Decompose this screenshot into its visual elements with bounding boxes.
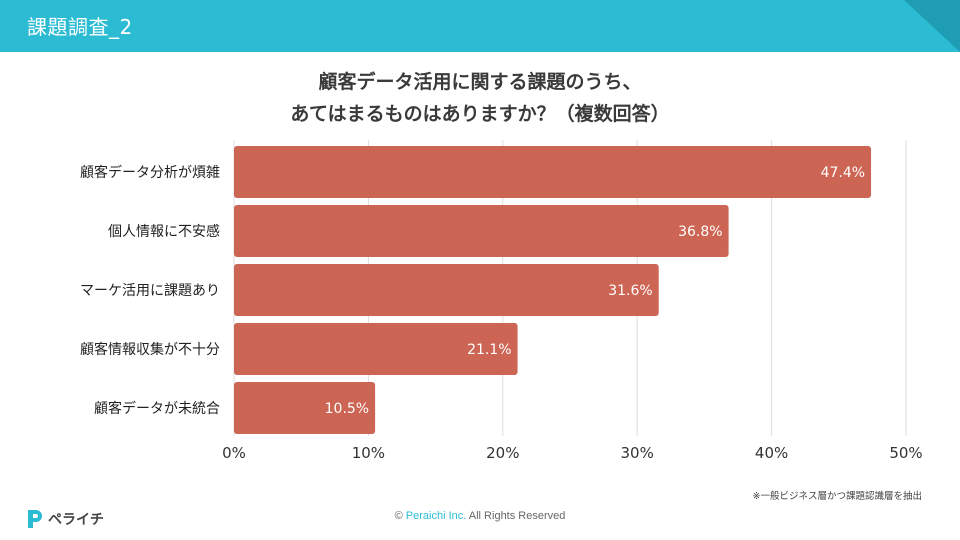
category-label: マーケ活用に課題あり bbox=[80, 283, 220, 299]
copyright-symbol: © bbox=[394, 510, 403, 522]
header-bar bbox=[0, 0, 960, 52]
header-accent bbox=[904, 0, 960, 52]
data-label: 47.4% bbox=[821, 165, 865, 181]
bar bbox=[234, 323, 518, 375]
category-label: 個人情報に不安感 bbox=[108, 223, 220, 240]
bar bbox=[234, 264, 659, 316]
x-tick-label: 10% bbox=[352, 444, 385, 462]
page-title: 課題調査_2 bbox=[27, 15, 133, 39]
category-label: 顧客データが未統合 bbox=[94, 400, 220, 417]
x-tick-label: 20% bbox=[486, 444, 519, 462]
peraichi-logo-icon bbox=[28, 510, 42, 528]
bar bbox=[234, 205, 729, 257]
copyright-rights: All Rights Reserved bbox=[468, 510, 566, 522]
data-label: 36.8% bbox=[678, 224, 722, 240]
data-label: 10.5% bbox=[325, 401, 369, 417]
x-tick-label: 50% bbox=[889, 444, 922, 462]
copyright-company: Peraichi Inc. bbox=[405, 510, 467, 522]
data-label: 21.1% bbox=[467, 342, 511, 358]
bar-chart: 0% 10% 20% 30% 40% 50% 顧客データ分析が煩雑 47.4% 個人情報に不安感… bbox=[80, 140, 923, 462]
bar bbox=[234, 146, 872, 198]
x-tick-label: 40% bbox=[755, 444, 788, 462]
chart-title-line-2: あてはまるものはありますか？（複数回答） bbox=[290, 103, 670, 125]
x-tick-label: 0% bbox=[222, 444, 246, 462]
brand-logo: ペライチ bbox=[26, 508, 104, 530]
category-label: 顧客情報収集が不十分 bbox=[80, 341, 220, 358]
chart-title-line-1: 顧客データ活用に関する課題のうち、 bbox=[318, 71, 642, 93]
data-label: 31.6% bbox=[608, 283, 652, 299]
category-label: 顧客データ分析が煩雑 bbox=[80, 164, 220, 181]
footnote: ※一般ビジネス層かつ課題認識層を抽出 bbox=[752, 491, 922, 502]
logo-text: ペライチ bbox=[48, 512, 104, 528]
bar bbox=[234, 382, 376, 434]
x-tick-label: 30% bbox=[621, 444, 654, 462]
copyright: © Peraichi Inc. All Rights Reserved bbox=[0, 510, 960, 522]
